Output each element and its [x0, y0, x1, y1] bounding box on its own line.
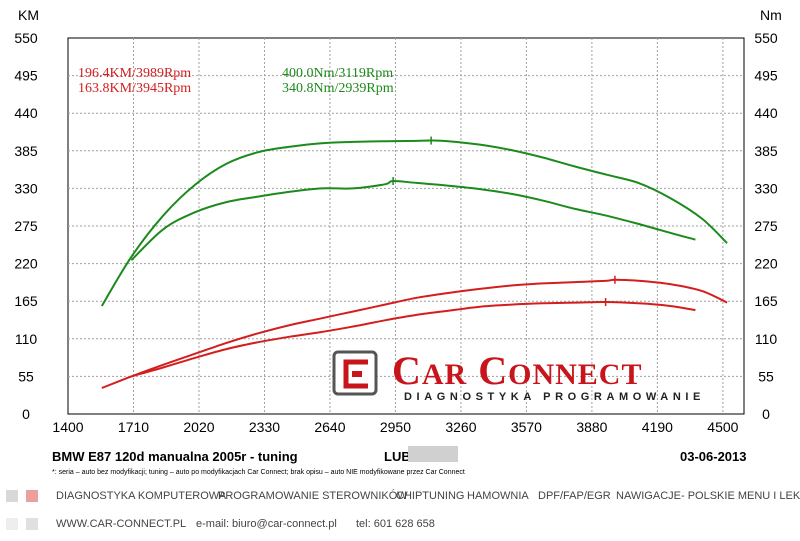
logo-mark-bar — [352, 371, 362, 377]
logo-text: CAR CONNECT — [392, 348, 642, 393]
x-tick-label: 3260 — [445, 419, 476, 435]
right-y-tick-label: 495 — [754, 68, 778, 84]
contact-square-a — [26, 518, 38, 530]
left-axis-unit: KM — [18, 7, 39, 23]
left-y-tick-label: 220 — [14, 256, 38, 272]
service-dpf: DPF/FAP/EGR — [538, 490, 611, 502]
contact-bar: WWW.CAR-CONNECT.PL e-mail: biuro@car-con… — [0, 518, 800, 536]
left-y-tick-label: 55 — [18, 368, 34, 384]
right-y-tick-label: 220 — [754, 256, 778, 272]
dyno-chart: 1400 1710 2020 2330 2640 2950 3260 3570 3880 4190… — [14, 7, 782, 435]
left-y-tick-label: 110 — [15, 331, 38, 347]
x-tick-label: 2950 — [380, 419, 411, 435]
phone-number: tel: 601 628 658 — [356, 518, 435, 530]
website-link[interactable]: WWW.CAR-CONNECT.PL — [56, 518, 187, 530]
email-link[interactable]: e-mail: biuro@car-connect.pl — [196, 518, 337, 530]
service-chiptuning: CHIPTUNING — [396, 490, 465, 502]
left-y-tick-label: 440 — [14, 105, 38, 121]
left-y-tick-label: 165 — [14, 293, 38, 309]
right-axis-unit: Nm — [760, 7, 782, 23]
accent-square-red — [26, 490, 38, 502]
right-y-tick-label: 165 — [754, 293, 778, 309]
power-stock-peak-label: 163.8KM/3945Rpm — [78, 81, 191, 96]
x-tick-label: 3880 — [576, 419, 607, 435]
legend-note: *: seria – auto bez modyfikacji; tuning … — [52, 469, 465, 476]
x-tick-label: 4500 — [707, 419, 738, 435]
plate-blur-mask — [408, 446, 458, 462]
left-y-tick-label: 495 — [14, 68, 38, 84]
license-plate: LUB — [384, 449, 411, 464]
service-dyno: HAMOWNIA — [467, 490, 529, 502]
left-axis-ticks: 0 55 110 165 220 275 330 385 440 495 550 — [14, 30, 38, 422]
right-y-tick-label: 0 — [762, 406, 770, 422]
service-navigation: NAWIGACJE- POLSKIE MENU I LEKTOR — [616, 490, 800, 502]
right-axis-ticks: 0 55 110 165 220 275 330 385 440 495 550 — [754, 30, 778, 422]
accent-square-grey — [6, 490, 18, 502]
service-programming: PROGRAMOWANIE STEROWNIKÓW — [218, 490, 408, 502]
logo-tagline: DIAGNOSTYKA PROGRAMOWANIE — [404, 391, 705, 403]
right-y-tick-label: 110 — [755, 331, 778, 347]
series-line-1 — [130, 179, 696, 261]
x-tick-label: 4190 — [642, 419, 673, 435]
x-tick-label: 2020 — [183, 419, 214, 435]
grid — [68, 38, 744, 414]
left-y-tick-label: 330 — [14, 180, 38, 196]
x-tick-label: 1400 — [52, 419, 83, 435]
series-layer — [100, 136, 728, 389]
series-line-2 — [101, 278, 728, 389]
right-y-tick-label: 55 — [758, 368, 774, 384]
left-y-tick-label: 275 — [14, 218, 38, 234]
right-y-tick-label: 385 — [754, 143, 778, 159]
x-axis-ticks: 1400 1710 2020 2330 2640 2950 3260 3570 3880 4190… — [52, 419, 738, 435]
left-y-tick-label: 550 — [14, 30, 38, 46]
x-tick-label: 2330 — [249, 419, 280, 435]
x-tick-label: 2640 — [314, 419, 345, 435]
torque-stock-peak-label: 340.8Nm/2939Rpm — [282, 81, 394, 96]
contact-square-b — [6, 518, 18, 530]
left-y-tick-label: 385 — [14, 143, 38, 159]
logo-mark-c — [343, 359, 368, 389]
left-y-tick-label: 0 — [22, 406, 30, 422]
torque-tuned-peak-label: 400.0Nm/3119Rpm — [282, 66, 393, 81]
test-date: 03-06-2013 — [680, 449, 747, 464]
right-y-tick-label: 275 — [754, 218, 778, 234]
series-line-0 — [100, 139, 728, 307]
services-bar: DIAGNOSTYKA KOMPUTEROWA PROGRAMOWANIE ST… — [0, 490, 800, 508]
car-connect-logo: CAR CONNECT DIAGNOSTYKA PROGRAMOWANIE — [332, 348, 705, 403]
x-tick-label: 3570 — [511, 419, 542, 435]
right-y-tick-label: 440 — [754, 105, 778, 121]
right-y-tick-label: 330 — [754, 180, 778, 196]
right-y-tick-label: 550 — [754, 30, 778, 46]
car-title: BMW E87 120d manualna 2005r - tuning — [52, 449, 298, 464]
power-tuned-peak-label: 196.4KM/3989Rpm — [78, 66, 191, 81]
service-diagnostics: DIAGNOSTYKA KOMPUTEROWA — [56, 490, 227, 502]
x-tick-label: 1710 — [118, 419, 149, 435]
